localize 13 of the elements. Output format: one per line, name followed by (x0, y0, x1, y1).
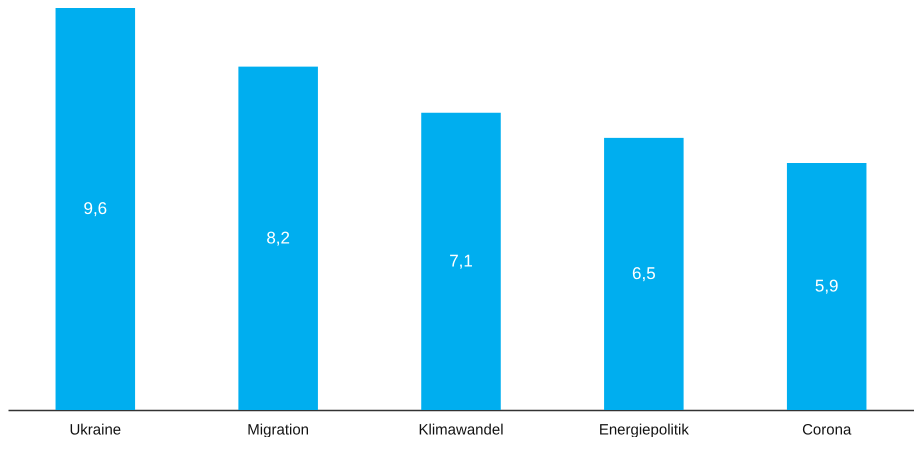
x-tick-label: Ukraine (69, 422, 122, 438)
bar (604, 138, 684, 410)
bar (56, 8, 136, 410)
data-label: 7,1 (449, 251, 473, 270)
bar (786, 162, 866, 410)
bar (238, 66, 318, 410)
data-label: 9,6 (83, 199, 108, 218)
data-label: 5,9 (814, 276, 839, 296)
x-tick-label: Corona (802, 422, 852, 438)
bar (421, 112, 501, 410)
data-label: 6,5 (632, 264, 656, 283)
x-tick-label: Klimawandel (418, 422, 504, 438)
data-label: 8,2 (266, 228, 290, 248)
